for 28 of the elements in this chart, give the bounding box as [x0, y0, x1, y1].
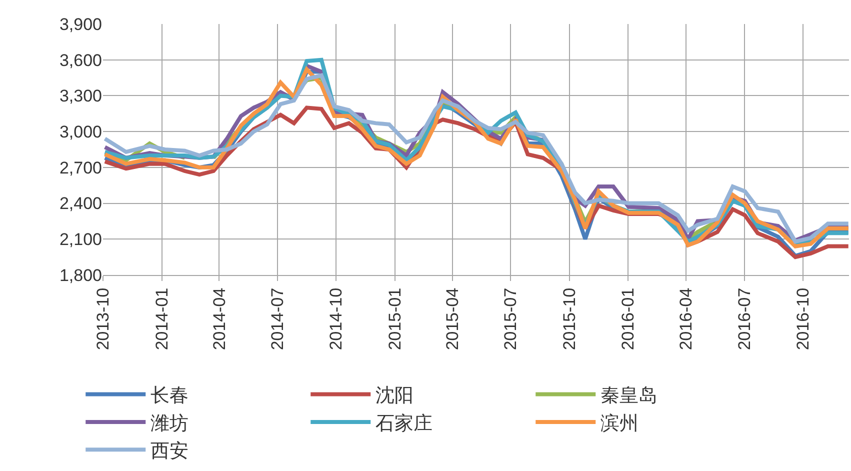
x-tick-label: 2013-10: [94, 288, 113, 350]
legend-label: 长春: [150, 386, 189, 407]
legend-label: 滨州: [600, 412, 639, 434]
legend-label: 石家庄: [376, 412, 433, 434]
x-tick-label: 2015-10: [560, 288, 579, 350]
y-tick-label: 2,400: [59, 194, 102, 214]
x-tick-label: 2015-04: [442, 288, 462, 350]
legend-label: 潍坊: [150, 412, 189, 434]
y-tick-label: 2,100: [59, 230, 102, 250]
x-tick-label: 2015-01: [385, 288, 404, 350]
legend-label: 沈阳: [376, 386, 414, 407]
x-tick-label: 2014-07: [268, 288, 287, 350]
y-tick-label: 3,000: [59, 122, 102, 142]
y-tick-label: 3,300: [59, 86, 102, 106]
y-tick-label: 1,800: [59, 266, 102, 285]
y-tick-label: 3,900: [59, 14, 102, 34]
x-tick-label: 2016-10: [794, 288, 813, 350]
legend-label: 西安: [150, 440, 189, 462]
x-tick-label: 2014-01: [152, 288, 172, 350]
y-tick-label: 2,700: [59, 158, 102, 178]
x-tick-label: 2014-10: [326, 288, 346, 350]
x-tick-label: 2014-04: [210, 288, 229, 350]
legend-label: 秦皇岛: [600, 386, 658, 407]
x-tick-label: 2016-04: [676, 288, 696, 350]
x-tick-label: 2015-07: [501, 288, 520, 350]
x-tick-label: 2016-01: [618, 288, 638, 350]
x-tick-label: 2016-07: [734, 288, 754, 350]
y-tick-label: 3,600: [59, 50, 102, 70]
